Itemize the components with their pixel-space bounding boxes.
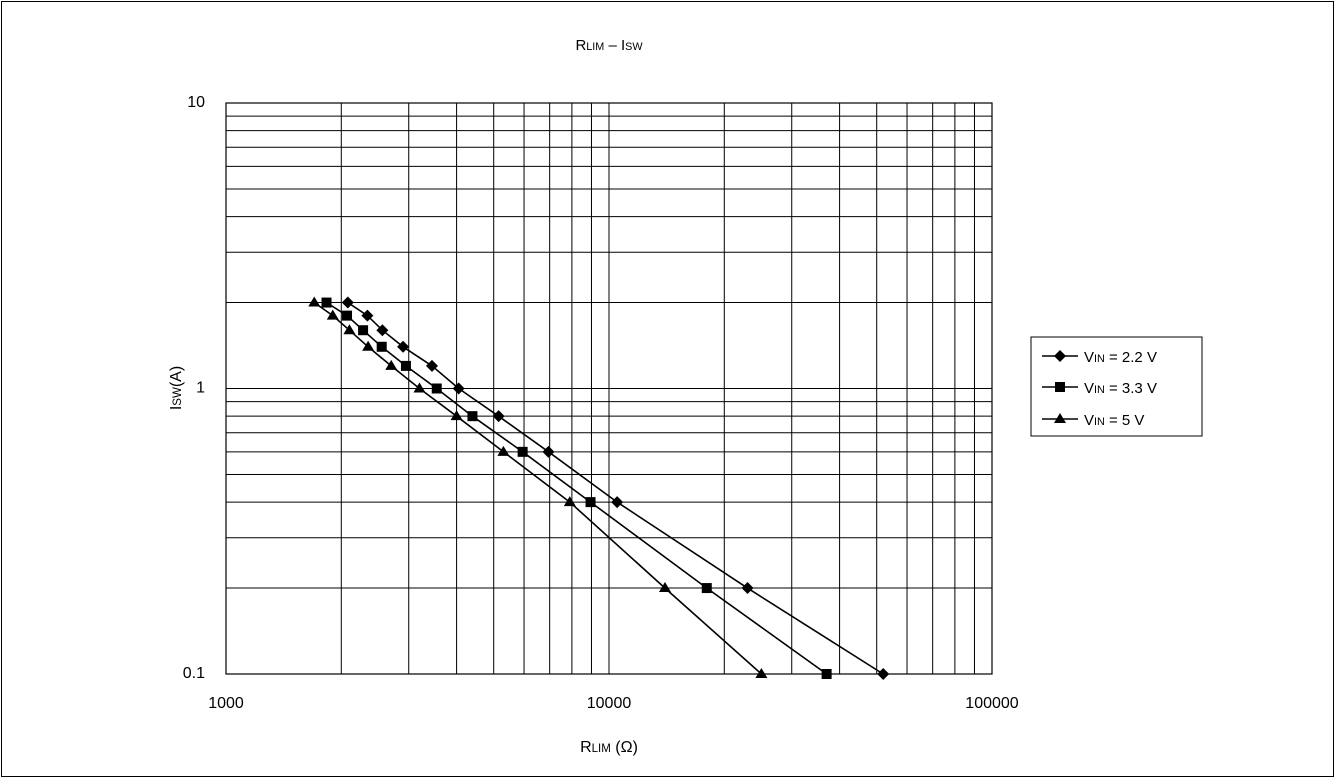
data-point-diamond: [361, 309, 374, 322]
legend: VIN = 2.2 V VIN = 3.3 V VIN = 5 V: [1030, 336, 1203, 437]
series-line: [313, 301, 762, 675]
data-point-square: [701, 583, 712, 594]
y-tick-label: 1: [196, 380, 205, 397]
y-axis-label: ISW(A): [168, 366, 185, 410]
data-point-square: [517, 446, 528, 457]
data-point-triangle: [413, 382, 426, 393]
data-point-diamond: [425, 359, 438, 372]
series-square: [321, 297, 832, 679]
data-point-triangle: [563, 496, 576, 507]
legend-item-vin-5: VIN = 5 V: [1042, 412, 1144, 429]
x-tick-label: 10000: [587, 695, 632, 712]
data-point-diamond: [877, 668, 890, 680]
data-point-diamond: [376, 324, 389, 337]
grid: [226, 103, 992, 674]
y-tick-label: 0.1: [183, 665, 205, 682]
series-diamond: [341, 296, 890, 680]
legend-diamond-marker: [1054, 350, 1066, 362]
series-line: [347, 301, 884, 675]
data-point-square: [821, 669, 832, 679]
data-point-triangle: [308, 296, 321, 307]
data-point-diamond: [611, 496, 624, 509]
x-tick-label: 100000: [965, 695, 1018, 712]
data-point-diamond: [341, 296, 354, 309]
legend-square-marker: [1055, 382, 1065, 392]
x-axis-label: RLIM (Ω): [580, 739, 638, 756]
chart-title: RLIM – ISW: [575, 37, 643, 54]
legend-triangle-marker: [1054, 413, 1066, 423]
legend-label: VIN = 5 V: [1084, 412, 1144, 429]
data-point-diamond: [492, 410, 505, 423]
data-point-square: [467, 411, 478, 422]
data-point-diamond: [452, 382, 465, 395]
series-line: [326, 301, 828, 675]
data-point-square: [431, 383, 442, 394]
tick-labels: 1000 10000 100000 0.1 1 10: [183, 94, 1019, 712]
legend-item-vin-2-2: VIN = 2.2 V: [1042, 349, 1157, 366]
data-point-diamond: [397, 340, 410, 353]
data-point-triangle: [385, 359, 398, 370]
legend-label: VIN = 3.3 V: [1084, 380, 1157, 397]
data-point-triangle: [343, 324, 356, 335]
data-point-triangle: [326, 309, 339, 320]
data-point-diamond: [741, 582, 754, 595]
data-point-square: [342, 310, 353, 321]
data-point-square: [321, 297, 332, 308]
series-layer: [308, 296, 890, 680]
data-point-triangle: [450, 410, 463, 421]
plot-border: [225, 102, 993, 675]
data-point-square: [400, 360, 411, 371]
data-point-triangle: [755, 668, 768, 678]
series-triangle: [308, 296, 768, 678]
legend-label: VIN = 2.2 V: [1084, 349, 1157, 366]
data-point-square: [358, 325, 369, 336]
legend-item-vin-3-3: VIN = 3.3 V: [1042, 380, 1157, 397]
data-point-triangle: [362, 340, 375, 351]
data-point-triangle: [658, 582, 671, 593]
data-point-diamond: [542, 445, 555, 458]
data-point-square: [376, 341, 387, 352]
x-tick-label: 1000: [208, 695, 244, 712]
data-point-triangle: [497, 445, 510, 456]
y-tick-label: 10: [187, 94, 205, 111]
data-point-square: [585, 497, 596, 508]
